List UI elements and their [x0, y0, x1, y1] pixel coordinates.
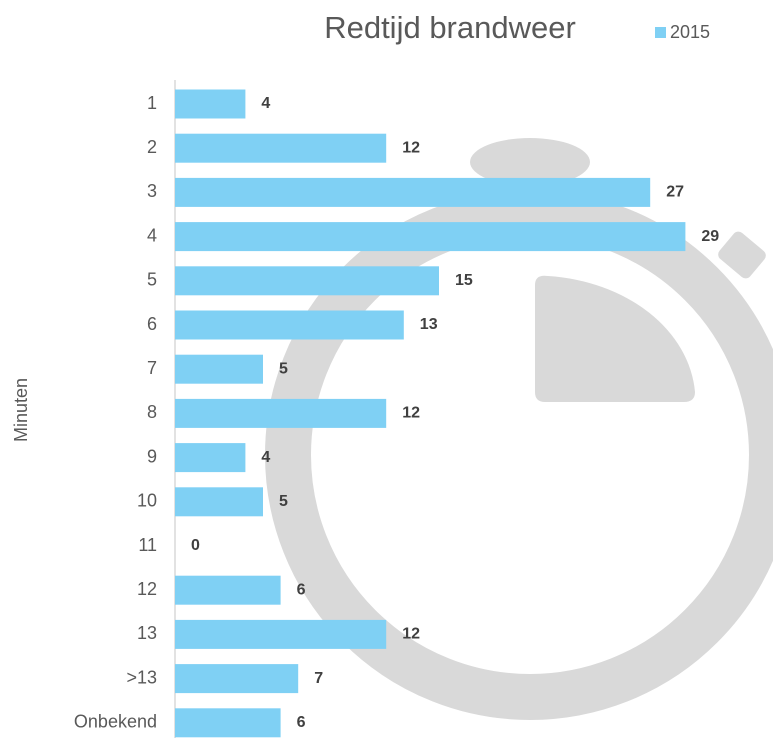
- y-tick-label: 1: [147, 93, 157, 113]
- y-tick-label: 4: [147, 225, 157, 245]
- bar: [175, 708, 281, 737]
- y-tick-label: 9: [147, 446, 157, 466]
- bar: [175, 178, 650, 207]
- legend-label: 2015: [670, 22, 710, 42]
- data-label: 13: [420, 316, 438, 333]
- chart: Redtijd brandweer Minuten 41227291513512…: [0, 0, 773, 738]
- bar: [175, 355, 263, 384]
- y-tick-label: 3: [147, 181, 157, 201]
- y-tick-label: 5: [147, 270, 157, 290]
- data-label: 5: [279, 493, 288, 510]
- data-label: 0: [191, 537, 200, 554]
- bar: [175, 620, 386, 649]
- y-tick-label: 13: [137, 623, 157, 643]
- y-tick-label: Onbekend: [74, 712, 157, 732]
- data-label: 7: [314, 670, 323, 687]
- y-tick-label: 11: [138, 535, 157, 555]
- bar: [175, 134, 386, 163]
- y-tick-label: 8: [147, 402, 157, 422]
- bar: [175, 664, 298, 693]
- legend-swatch: [655, 27, 666, 38]
- data-label: 12: [402, 139, 420, 156]
- y-tick-label: 7: [147, 358, 157, 378]
- y-tick-label: >13: [126, 667, 157, 687]
- bar: [175, 443, 245, 472]
- data-label: 6: [297, 581, 306, 598]
- bar: [175, 266, 439, 295]
- chart-title: Redtijd brandweer: [324, 10, 576, 45]
- bar: [175, 399, 386, 428]
- y-tick-label: 6: [147, 314, 157, 334]
- bar: [175, 90, 245, 119]
- bar: [175, 311, 404, 340]
- bar: [175, 222, 685, 251]
- data-label: 29: [701, 228, 719, 245]
- y-tick-label: 2: [147, 137, 157, 157]
- data-label: 12: [402, 405, 420, 422]
- data-label: 27: [666, 184, 684, 201]
- data-label: 4: [261, 95, 270, 112]
- data-label: 5: [279, 360, 288, 377]
- data-label: 15: [455, 272, 473, 289]
- bar: [175, 487, 263, 516]
- data-label: 12: [402, 626, 420, 643]
- y-tick-label: 10: [137, 491, 157, 511]
- data-label: 4: [261, 449, 270, 466]
- y-tick-label: 12: [137, 579, 157, 599]
- y-axis-label: Minuten: [11, 378, 31, 442]
- data-label: 6: [297, 714, 306, 731]
- bar: [175, 576, 281, 605]
